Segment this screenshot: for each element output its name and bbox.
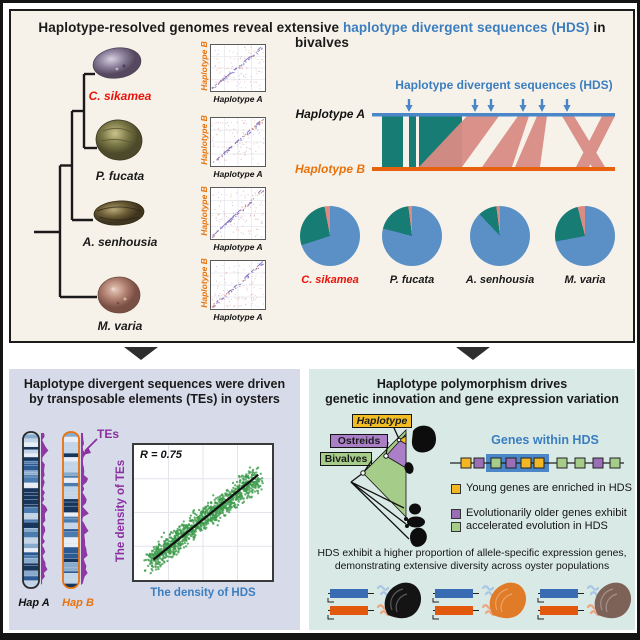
polymorphism-panel: Haplotype polymorphism drives genetic in…: [309, 369, 635, 630]
dotplot-m-varia: [210, 260, 266, 310]
ostreids-clade-triangle: [385, 432, 407, 469]
clade-label-haplotype: Haplotype: [352, 414, 412, 428]
phylogenetic-tree: [34, 47, 145, 314]
haplotype-a-line: [372, 113, 615, 117]
dotplot-p-fucata: [210, 117, 266, 167]
pie-chart-p-fucata: [382, 206, 442, 266]
haplotype-a-label: Haplotype A: [295, 107, 365, 121]
tes-label: TEs: [97, 427, 120, 441]
legend-text-accelerated: accelerated evolution in HDS: [466, 520, 608, 532]
pie-label-p-fucata: P. fucata: [389, 274, 435, 286]
legend-text-older-genes: Evolutionarily older genes exhibit: [466, 507, 627, 519]
main-title: Haplotype-resolved genomes reveal extens…: [11, 20, 633, 50]
haplotype-b-label: Haplotype B: [294, 162, 365, 176]
tree-node-circles: [360, 437, 402, 476]
species-label-p-fucata: P. fucata: [95, 169, 145, 183]
legend-text-young-genes: Young genes are enriched in HDS: [466, 482, 632, 494]
hds-diagram-title: Haplotype divergent sequences (HDS): [395, 78, 613, 92]
pie-label-c-sikamea: C. sikamea: [301, 274, 359, 286]
pie-chart-m-varia: [555, 206, 615, 266]
title-highlight: haplotype divergent sequences (HDS): [342, 20, 590, 35]
clade-connector-lines: [350, 427, 410, 540]
poly-panel-title-line2: genetic innovation and gene expression v…: [325, 392, 619, 406]
allele-expression-diagram: [327, 582, 632, 620]
species-photo-p-fucata: [95, 119, 143, 161]
ase-note-line2: demonstrating extensive diversity across…: [334, 561, 610, 572]
clade-label-bivalves: Bivalves: [320, 452, 372, 466]
title-suffix: in bivalves: [294, 20, 606, 50]
scatter-xlabel: The density of HDS: [150, 587, 256, 599]
poly-panel-title-line1: Haplotype polymorphism drives: [376, 377, 568, 391]
hap-a-chromosome-label: Hap A: [18, 597, 50, 609]
pie-label-m-varia: M. varia: [564, 274, 606, 286]
te-panel-title-line2: by transposable elements (TEs) in oyster…: [29, 392, 280, 406]
dotplot-ylabel: Haplotype B: [199, 115, 209, 165]
species-label-m-varia: M. varia: [97, 319, 143, 333]
flow-arrow-left: [124, 347, 158, 360]
hap-b-chromosome-label: Hap B: [62, 597, 94, 609]
hds-pointer-arrows: [405, 99, 571, 112]
pie-chart-c-sikamea: [300, 206, 360, 266]
species-photo-m-varia: [97, 276, 141, 314]
genes-within-hds-title: Genes within HDS: [491, 433, 599, 447]
dotplot-ylabel: Haplotype B: [199, 186, 209, 236]
species-photo-a-senhousia: [93, 200, 145, 226]
hds-alignment-diagram: [372, 99, 615, 171]
species-label-c-sikamea: C. sikamea: [88, 89, 152, 103]
top-panel: Haplotype-resolved genomes reveal extens…: [9, 9, 635, 343]
haplotype-clade-triangle: [398, 435, 407, 445]
dotplot-xlabel: Haplotype A: [213, 242, 263, 252]
taxa-silhouettes: [404, 425, 436, 547]
dotplot-c-sikamea: [210, 44, 266, 92]
tree-branches: [34, 72, 97, 299]
clade-label-ostreids: Ostreids: [330, 434, 388, 448]
te-panel: Haplotype divergent sequences were drive…: [9, 369, 300, 630]
gene-row-diagram: [450, 454, 624, 472]
pie-chart-a-senhousia: [470, 206, 530, 266]
dotplot-xlabel: Haplotype A: [213, 312, 263, 322]
legend-swatch-older-genes: [451, 509, 461, 519]
dotplot-a-senhousia: [210, 187, 266, 240]
ase-note-line1: HDS exhibit a higher proportion of allel…: [317, 548, 627, 559]
dotplot-xlabel: Haplotype A: [213, 169, 263, 179]
species-label-a-senhousia: A. senhousia: [82, 235, 158, 249]
dotplot-ylabel: Haplotype B: [199, 41, 209, 91]
dotplot-ylabel: Haplotype B: [199, 258, 209, 308]
chromosome-ideograms: [22, 431, 98, 589]
clade-tree-diagram: [350, 425, 436, 547]
te-panel-title-line1: Haplotype divergent sequences were drive…: [23, 377, 286, 391]
pie-label-a-senhousia: A. senhousia: [465, 274, 535, 286]
legend-swatch-young-genes: [451, 484, 461, 494]
correlation-label: R = 0.75: [140, 449, 182, 461]
haplotype-b-line: [372, 167, 615, 171]
species-photo-c-sikamea: [92, 47, 142, 79]
scatter-ylabel: The density of TEs: [115, 459, 127, 563]
te-hds-scatter-plot: [132, 443, 274, 582]
dotplot-xlabel: Haplotype A: [213, 94, 263, 104]
title-prefix: Haplotype-resolved genomes reveal extens…: [38, 20, 343, 35]
divergent-sequence-ribbons: [419, 116, 615, 167]
legend-swatch-accelerated: [451, 522, 461, 532]
flow-arrow-right: [456, 347, 490, 360]
